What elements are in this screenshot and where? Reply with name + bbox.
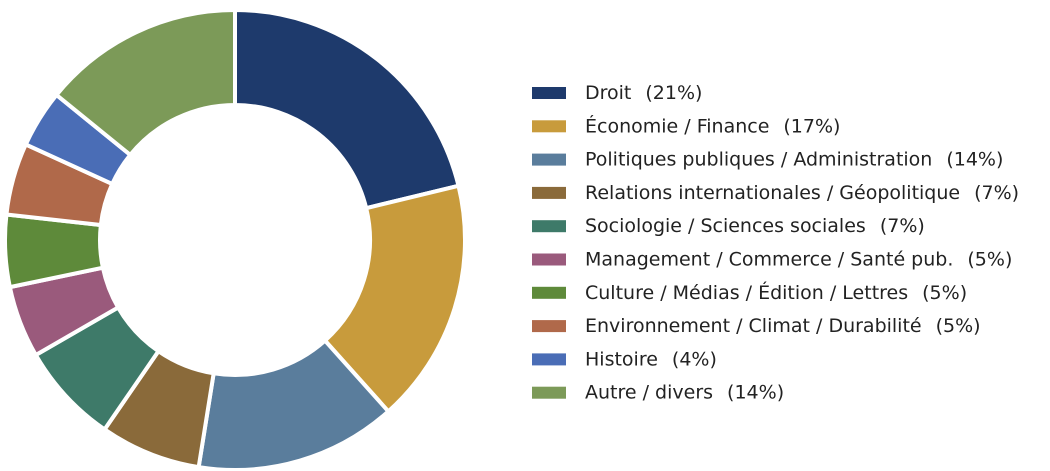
legend-swatch xyxy=(532,253,566,266)
legend-swatch xyxy=(532,87,566,99)
legend-label: Environnement / Climat / Durabilité (5%) xyxy=(585,315,981,337)
legend-label: Autre / divers (14%) xyxy=(585,381,784,403)
legend-value: (7%) xyxy=(974,181,1019,203)
legend-label: Politiques publiques / Administration (14… xyxy=(585,148,1003,170)
legend-name: Histoire xyxy=(585,348,658,370)
legend-value: (4%) xyxy=(672,348,717,370)
donut-slice xyxy=(53,7,237,158)
legend-value: (14%) xyxy=(727,381,784,403)
legend-name: Autre / divers xyxy=(585,381,713,403)
legend-name: Droit xyxy=(585,82,631,104)
donut-slice xyxy=(233,7,461,211)
legend-name: Économie / Finance xyxy=(585,114,769,137)
legend-name: Relations internationales / Géopolitique xyxy=(585,181,960,203)
legend-name: Politiques publiques / Administration xyxy=(585,148,932,170)
legend-value: (5%) xyxy=(967,248,1012,270)
legend-label: Relations internationales / Géopolitique… xyxy=(585,181,1019,203)
legend-swatch xyxy=(532,120,566,133)
legend-swatch xyxy=(532,353,566,366)
legend-value: (7%) xyxy=(880,215,925,237)
legend-label: Histoire (4%) xyxy=(585,348,717,370)
legend-label: Management / Commerce / Santé pub. (5%) xyxy=(585,248,1012,270)
legend-swatch xyxy=(532,220,566,233)
legend-name: Sociologie / Sciences sociales xyxy=(585,215,866,237)
legend-value: (17%) xyxy=(783,115,840,137)
legend-value: (14%) xyxy=(946,148,1003,170)
legend-label: Sociologie / Sciences sociales (7%) xyxy=(585,215,925,237)
legend-label: Économie / Finance (17%) xyxy=(585,114,840,137)
legend-swatch xyxy=(532,186,566,199)
legend-name: Culture / Médias / Édition / Lettres xyxy=(585,280,908,303)
legend-label: Droit (21%) xyxy=(585,82,702,104)
legend-value: (5%) xyxy=(936,315,981,337)
legend-value: (5%) xyxy=(922,281,967,303)
legend-swatch xyxy=(532,320,566,333)
legend-swatch xyxy=(532,286,566,299)
legend-swatch xyxy=(532,153,566,166)
legend-name: Environnement / Climat / Durabilité xyxy=(585,315,922,337)
legend-swatch xyxy=(532,386,566,399)
legend-label: Culture / Médias / Édition / Lettres (5%) xyxy=(585,280,967,303)
legend-name: Management / Commerce / Santé pub. xyxy=(585,248,953,270)
legend-value: (21%) xyxy=(645,82,702,104)
